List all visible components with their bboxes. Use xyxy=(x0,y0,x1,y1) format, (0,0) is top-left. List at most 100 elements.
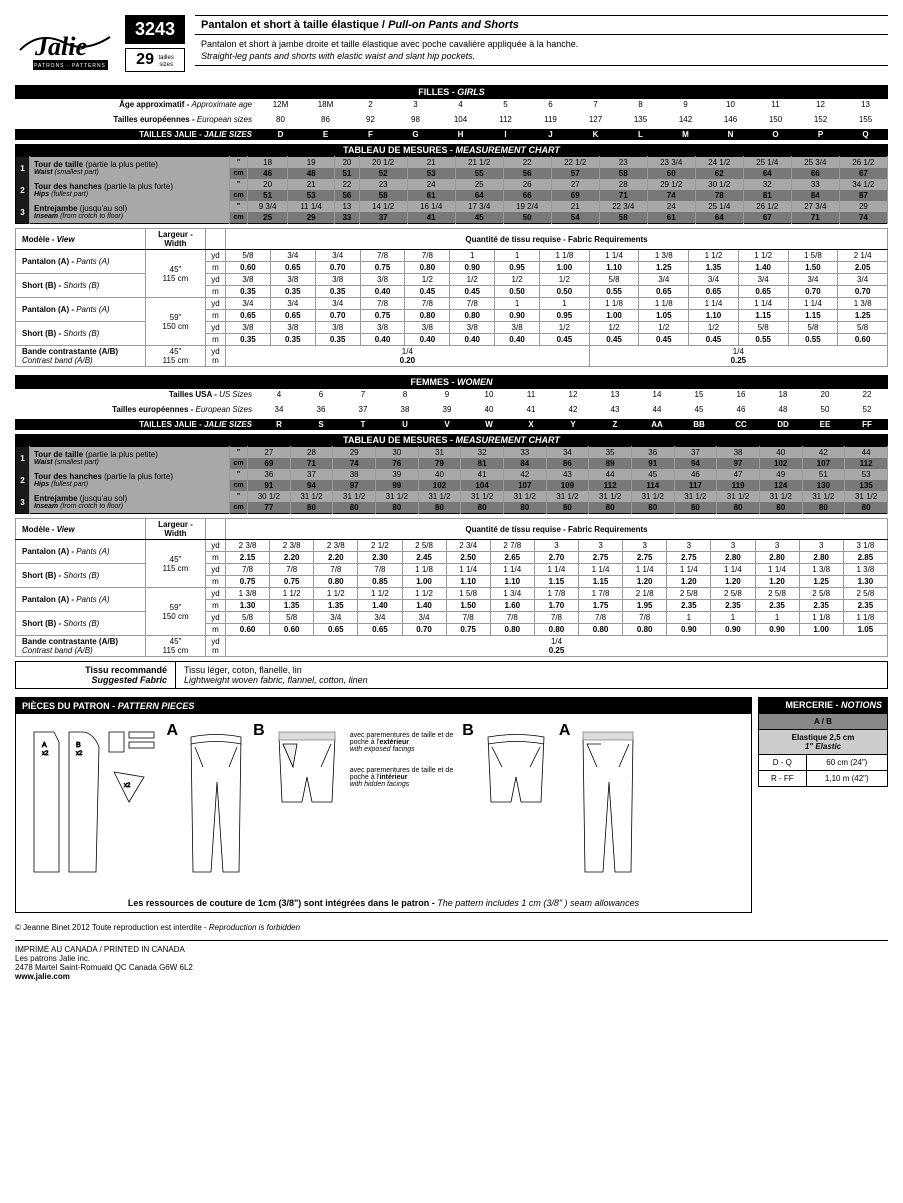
sketch-b-label: B xyxy=(253,722,265,739)
size-cell: V xyxy=(426,419,468,430)
notions-box: MERCERIE - NOTIONS A / B Elastique 2,5 c… xyxy=(758,697,888,913)
desc-en: Straight-leg pants and shorts with elast… xyxy=(201,51,882,61)
size-cell: 10 xyxy=(468,389,510,400)
exposed-facings-note: avec parementures de taille et de poche … xyxy=(350,732,460,788)
size-cell: S xyxy=(300,419,342,430)
size-cell: 146 xyxy=(708,114,753,125)
title-en: Pull-on Pants and Shorts xyxy=(388,19,519,31)
description: Pantalon et short à jambe droite et tail… xyxy=(195,35,888,66)
size-cell: T xyxy=(342,419,384,430)
size-cell: 39 xyxy=(426,404,468,415)
sizes-count-box: 29 taillessizes xyxy=(125,48,185,72)
elastic-en: 1" Elastic xyxy=(762,742,884,751)
size-cell: 6 xyxy=(528,99,573,110)
size-cell: P xyxy=(798,129,843,140)
size-cell: 12 xyxy=(552,389,594,400)
size-cell: 50 xyxy=(804,404,846,415)
size-cell: 12M xyxy=(258,99,303,110)
notions-r2-sizes: R - FF xyxy=(759,771,807,787)
size-cell: 112 xyxy=(483,114,528,125)
girls-size-table: Âge approximatif - Approximate age 12M18… xyxy=(15,99,888,110)
size-cell: CC xyxy=(720,419,762,430)
desc-fr: Pantalon et short à jambe droite et tail… xyxy=(201,39,578,49)
size-cell: 8 xyxy=(384,389,426,400)
size-cell: 119 xyxy=(528,114,573,125)
svg-text:A: A xyxy=(42,742,47,749)
girls-meas-header: TABLEAU DE MESURES - MEASUREMENT CHART xyxy=(15,144,888,156)
header: Jalie PATRONS · PATTERNS 3243 29 tailles… xyxy=(15,15,888,75)
size-cell: 20 xyxy=(804,389,846,400)
size-cell: 7 xyxy=(573,99,618,110)
size-cell: 104 xyxy=(438,114,483,125)
size-cell: F xyxy=(348,129,393,140)
fabric-rec-label-en: Suggested Fabric xyxy=(24,675,167,685)
size-cell: R xyxy=(258,419,300,430)
size-cell: 52 xyxy=(846,404,888,415)
size-cell: 4 xyxy=(258,389,300,400)
size-cell: E xyxy=(303,129,348,140)
size-cell: DD xyxy=(762,419,804,430)
size-cell: 4 xyxy=(438,99,483,110)
size-cell: M xyxy=(663,129,708,140)
size-cell: 13 xyxy=(843,99,888,110)
svg-text:Jalie: Jalie xyxy=(34,32,87,61)
size-cell: 10 xyxy=(708,99,753,110)
size-cell: I xyxy=(483,129,528,140)
women-jalie-table: TAILLES JALIE - JALIE SIZESRSTUVWXYZAABB… xyxy=(15,419,888,430)
size-cell: 40 xyxy=(468,404,510,415)
size-cell: 135 xyxy=(618,114,663,125)
svg-text:x2: x2 xyxy=(42,751,49,757)
title-bar: Pantalon et short à taille élastique / P… xyxy=(195,15,888,35)
size-cell: 44 xyxy=(636,404,678,415)
size-cell: 18 xyxy=(762,389,804,400)
size-cell: Z xyxy=(594,419,636,430)
size-cell: 127 xyxy=(573,114,618,125)
size-cell: 7 xyxy=(342,389,384,400)
sketch-a2-label: A xyxy=(559,722,571,739)
women-section-header: FEMMES - WOMEN xyxy=(15,375,888,389)
size-cell: K xyxy=(573,129,618,140)
sketch-b2-label: B xyxy=(462,722,474,739)
girls-eu-table: Tailles européennes - European sizes 808… xyxy=(15,114,888,125)
notions-r2-qty: 1,10 m (42") xyxy=(806,771,887,787)
fabric-rec-text-en: Lightweight woven fabric, flannel, cotto… xyxy=(184,675,879,685)
pieces-header-fr: PIÈCES DU PATRON - xyxy=(22,701,118,711)
footer-company: Les patrons Jalie inc. xyxy=(15,954,888,963)
size-cell: L xyxy=(618,129,663,140)
notions-header-fr: MERCERIE - xyxy=(785,700,841,710)
seam-allowance-note: Les ressources de couture de 1cm (3/8") … xyxy=(16,894,751,912)
size-cell: 98 xyxy=(393,114,438,125)
elastic-fr: Elastique 2,5 cm xyxy=(792,733,855,742)
fabric-rec-text-fr: Tissu léger, coton, flanelle, lin xyxy=(184,665,302,675)
footer-url: www.jalie.com xyxy=(15,972,70,981)
pants-a2-sketch xyxy=(573,722,643,882)
svg-text:x2: x2 xyxy=(124,783,131,789)
size-cell: D xyxy=(258,129,303,140)
pattern-pieces-box: PIÈCES DU PATRON - PATTERN PIECES Ax2 Bx… xyxy=(15,697,752,913)
size-cell: 152 xyxy=(798,114,843,125)
size-cell: 11 xyxy=(753,99,798,110)
size-cell: 2 xyxy=(348,99,393,110)
size-cell: J xyxy=(528,129,573,140)
notions-ab: A / B xyxy=(759,714,888,730)
size-cell: 45 xyxy=(678,404,720,415)
size-cell: O xyxy=(753,129,798,140)
shorts-b-hidden-sketch xyxy=(476,722,556,822)
size-cell: 5 xyxy=(483,99,528,110)
size-cell: 42 xyxy=(552,404,594,415)
size-cell: W xyxy=(468,419,510,430)
size-cell: 34 xyxy=(258,404,300,415)
size-cell: 38 xyxy=(384,404,426,415)
size-cell: G xyxy=(393,129,438,140)
fabric-recommendation: Tissu recommandé Suggested Fabric Tissu … xyxy=(15,661,888,689)
pattern-number: 3243 xyxy=(125,15,185,44)
size-cell: 92 xyxy=(348,114,393,125)
size-cell: 12 xyxy=(798,99,843,110)
pieces-header-en: PATTERN PIECES xyxy=(118,701,195,711)
sizes-count: 29 xyxy=(136,51,154,68)
size-cell: 3 xyxy=(393,99,438,110)
size-cell: FF xyxy=(846,419,888,430)
size-cell: 46 xyxy=(720,404,762,415)
size-cell: 48 xyxy=(762,404,804,415)
girls-section-header: FILLES - GIRLS xyxy=(15,85,888,99)
